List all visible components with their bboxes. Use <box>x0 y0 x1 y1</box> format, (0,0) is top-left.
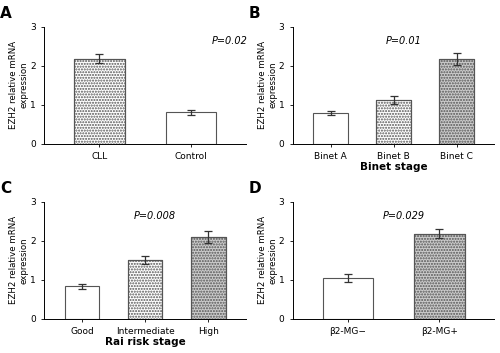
Y-axis label: EZH2 relative mRNA
expression: EZH2 relative mRNA expression <box>10 41 29 129</box>
Text: C: C <box>0 181 11 196</box>
Bar <box>74 59 124 144</box>
Bar <box>414 234 465 319</box>
Bar <box>128 260 162 319</box>
Y-axis label: EZH2 relative mRNA
expression: EZH2 relative mRNA expression <box>258 41 278 129</box>
Bar <box>65 286 100 319</box>
X-axis label: Binet stage: Binet stage <box>360 162 428 172</box>
Text: P=0.02: P=0.02 <box>212 36 248 46</box>
Bar <box>376 100 411 144</box>
Bar <box>166 113 216 144</box>
Bar <box>313 113 348 144</box>
Text: P=0.008: P=0.008 <box>134 211 176 221</box>
Text: P=0.01: P=0.01 <box>386 36 422 46</box>
Bar <box>414 234 465 319</box>
Bar <box>74 59 124 144</box>
Bar <box>128 260 162 319</box>
Bar <box>440 59 474 144</box>
Text: D: D <box>248 181 261 196</box>
X-axis label: Rai risk stage: Rai risk stage <box>105 337 186 347</box>
Bar <box>191 237 226 319</box>
Bar <box>191 237 226 319</box>
Bar <box>322 278 373 319</box>
Bar <box>376 100 411 144</box>
Y-axis label: EZH2 relative mRNA
expression: EZH2 relative mRNA expression <box>10 216 29 304</box>
Text: A: A <box>0 6 12 21</box>
Text: P=0.029: P=0.029 <box>382 211 424 221</box>
Bar <box>440 59 474 144</box>
Text: B: B <box>248 6 260 21</box>
Y-axis label: EZH2 relative mRNA
expression: EZH2 relative mRNA expression <box>258 216 278 304</box>
